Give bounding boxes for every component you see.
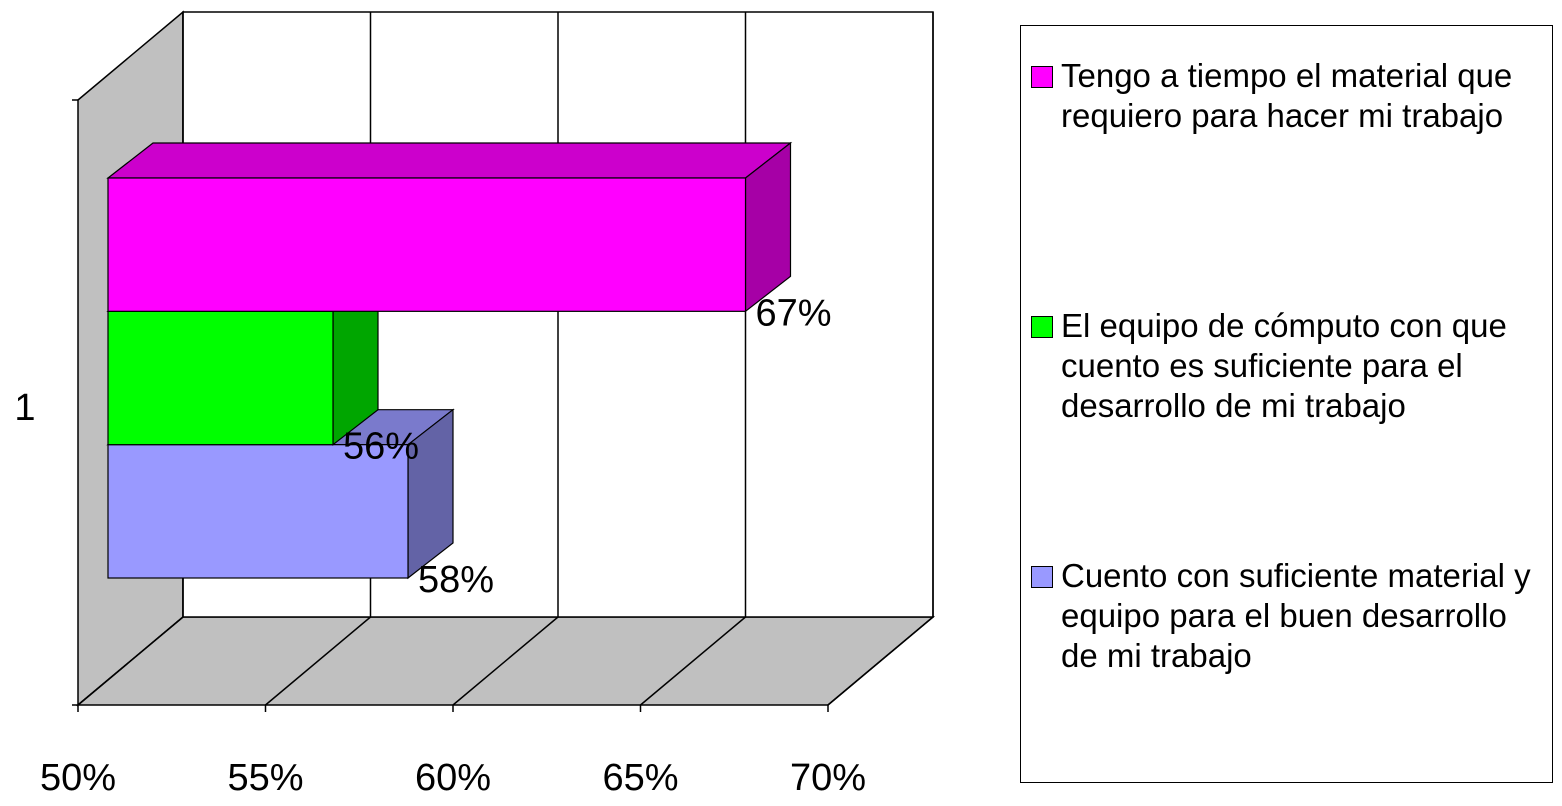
floor-grid-line: [77, 616, 184, 706]
y-tick-label: 1: [14, 387, 35, 429]
legend-label: El equipo de cómputo con que cuento es s…: [1061, 307, 1507, 424]
x-tick-label: 70%: [790, 757, 866, 799]
legend-item: Tengo a tiempo el material que requiero …: [1031, 56, 1542, 306]
legend-label: Tengo a tiempo el material que requiero …: [1061, 57, 1513, 134]
legend-swatch: [1031, 316, 1053, 338]
bar-top: [106, 142, 793, 179]
legend-label: Cuento con suficiente material y equipo …: [1061, 557, 1531, 674]
data-label: 67%: [756, 292, 832, 334]
legend-item: Cuento con suficiente material y equipo …: [1031, 556, 1542, 806]
legend-swatch: [1031, 66, 1053, 88]
data-label: 58%: [418, 559, 494, 601]
x-tick-label: 65%: [602, 757, 678, 799]
bar: [107, 444, 409, 579]
data-label: 56%: [343, 426, 419, 468]
bar: [107, 310, 334, 446]
legend-item: El equipo de cómputo con que cuento es s…: [1031, 306, 1542, 556]
floor-grid-line: [640, 616, 746, 706]
floor-grid-line: [452, 616, 559, 706]
floor-grid-line: [827, 616, 934, 706]
x-tick-label: 55%: [227, 757, 303, 799]
x-tick-label: 60%: [415, 757, 491, 799]
x-tick-label: 50%: [40, 757, 116, 799]
legend-swatch: [1031, 566, 1053, 588]
bar: [107, 177, 747, 312]
chart: 50% 55% 60% 65% 70% 1 58% 56% 67%: [14, 10, 936, 799]
floor-grid-line: [265, 616, 371, 706]
legend: Tengo a tiempo el material que requiero …: [1020, 25, 1553, 783]
